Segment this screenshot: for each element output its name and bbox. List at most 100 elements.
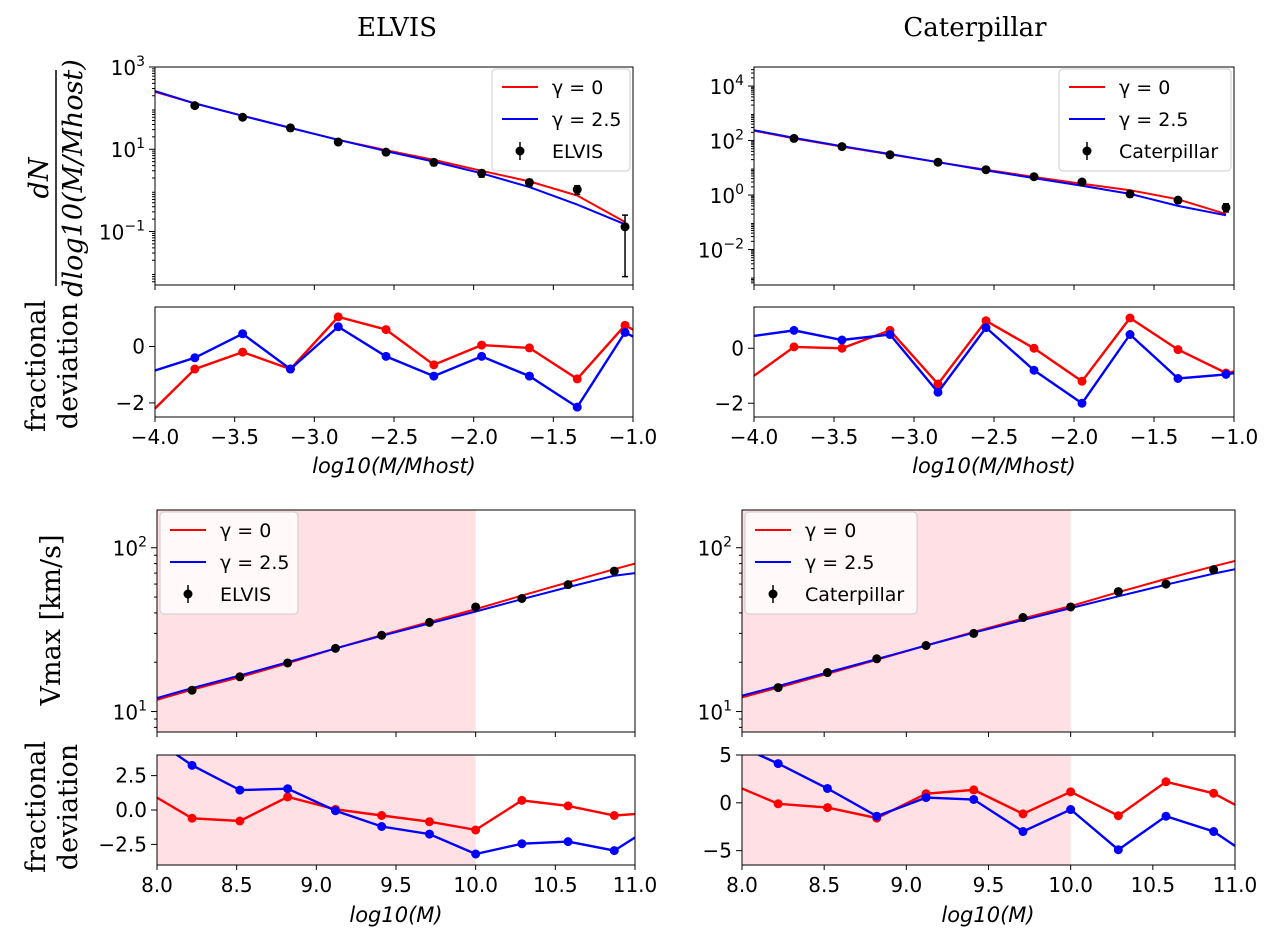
title-caterpillar: Caterpillar [903,13,1047,43]
legend-label: γ = 2.5 [1119,109,1188,131]
series-marker-gamma25 [377,822,387,831]
ylabel-frac-bottom-line2: deviation [53,744,84,870]
data-point [429,157,439,167]
series-marker-gamma0 [187,813,197,823]
y-tick-label: −2.5 [98,832,147,856]
series-line-gamma25 [155,325,633,409]
x-tick-label: −1.5 [1130,425,1179,449]
series-marker-gamma0 [969,785,979,795]
data-point [330,643,340,653]
series-marker-gamma0 [477,340,487,350]
series-marker-gamma0 [381,325,391,335]
series-marker-gamma0 [837,343,847,353]
x-tick-label: −4.0 [131,425,180,449]
data-point [1029,172,1039,182]
series-marker-gamma0 [190,364,200,374]
panel-cater_hmf_dev: −4.0 −3.5 −3.0 −2.5 −2.0 −1.5 −1.0 0 −2 [715,306,1258,449]
data-point [572,185,582,195]
series-marker-gamma25 [429,371,439,381]
x-tick-label: 8.0 [141,873,173,897]
plot-area [754,129,1231,217]
legend-label: ELVIS [552,141,603,163]
x-tick-label: −1.5 [529,425,578,449]
x-tick-label: 9.5 [973,873,1005,897]
series-marker-gamma25 [238,329,248,339]
series-marker-gamma25 [921,793,931,803]
legend-box [491,68,631,172]
x-tick-label: −3.0 [290,425,339,449]
data-point [190,101,200,111]
series-marker-gamma25 [789,325,799,335]
x-tick-label: −3.5 [810,425,859,449]
ylabel-frac-bottom-line1: fractional [21,741,52,873]
series-marker-gamma25 [773,759,783,769]
series-marker-gamma0 [1161,777,1171,787]
series-marker-gamma0 [563,801,573,811]
series-marker-gamma25 [381,351,391,361]
series-marker-gamma0 [424,817,434,827]
series-marker-gamma25 [517,839,527,849]
series-line-gamma0 [754,316,1234,386]
data-point [1173,195,1183,205]
series-marker-gamma0 [1113,811,1123,821]
y-tick-label: 2.5 [115,764,147,788]
series-line-gamma0 [155,315,633,410]
series-marker-gamma0 [773,799,783,809]
legend-box [159,511,299,615]
plot-area [754,313,1234,408]
data-point [921,641,931,651]
y-tick-label: 0 [731,336,744,360]
data-point [620,222,630,232]
data-point [872,654,882,664]
series-marker-gamma0 [517,795,527,805]
x-tick-label: −2.0 [1050,425,1099,449]
data-point [1066,602,1076,612]
x-tick-label: 10.0 [1048,873,1093,897]
series-marker-gamma0 [1125,313,1135,323]
data-point [283,658,293,668]
x-tick-label: −2.5 [370,425,419,449]
series-line-gamma0 [742,560,1235,699]
series-marker-gamma25 [1161,811,1171,821]
series-line-gamma0 [742,780,1235,820]
data-point [969,628,979,638]
series-marker-gamma25 [524,371,534,381]
xlabel-vmax-left: log10(M) [349,903,442,927]
series-marker-gamma0 [333,312,343,322]
data-point [235,672,245,682]
data-point [381,147,391,157]
data-point [1077,177,1087,187]
series-marker-gamma25 [1018,827,1028,837]
data-point [1209,565,1219,575]
plot-area [157,562,635,701]
panel-cater_hmf: 104 102 100 10−2 γ = 0 γ = 2.5 Caterpillar [698,66,1235,290]
legend: γ = 0 γ = 2.5 ELVIS [491,68,631,172]
series-marker-gamma25 [837,335,847,345]
y-tick-label: 10−1 [99,218,145,244]
series-marker-gamma25 [333,322,343,332]
ylabel-frac-top-line1: fractional [21,300,52,432]
series-marker-gamma0 [524,343,534,353]
y-tick-label: −2 [116,391,145,415]
series-marker-gamma0 [822,803,832,813]
legend-swatch-data [515,146,525,156]
series-marker-gamma0 [609,811,619,820]
y-tick-label: 0 [132,334,145,358]
series-marker-gamma0 [933,379,943,389]
series-marker-gamma0 [235,816,245,826]
panel-cater_vmax: 102 101 γ = 0 γ = 2.5 Caterpillar [698,509,1236,737]
legend-label: γ = 0 [805,520,856,542]
legend-label: γ = 0 [220,520,271,542]
plot-area [742,560,1235,699]
data-point [1113,587,1123,597]
ylabel-hmf-denominator: dlog10(M/Mhost) [58,59,89,297]
series-line-gamma0 [157,795,635,832]
series-marker-gamma25 [1125,330,1135,339]
data-point [773,683,783,693]
series-line-gamma25 [174,755,635,856]
ylabel-frac-top-line2: deviation [53,303,84,429]
series-marker-gamma0 [620,320,630,330]
xlabel-hmf-right: log10(M/Mhost) [912,454,1076,478]
axes-frame [154,306,634,418]
x-tick-label: 9.5 [380,873,412,897]
